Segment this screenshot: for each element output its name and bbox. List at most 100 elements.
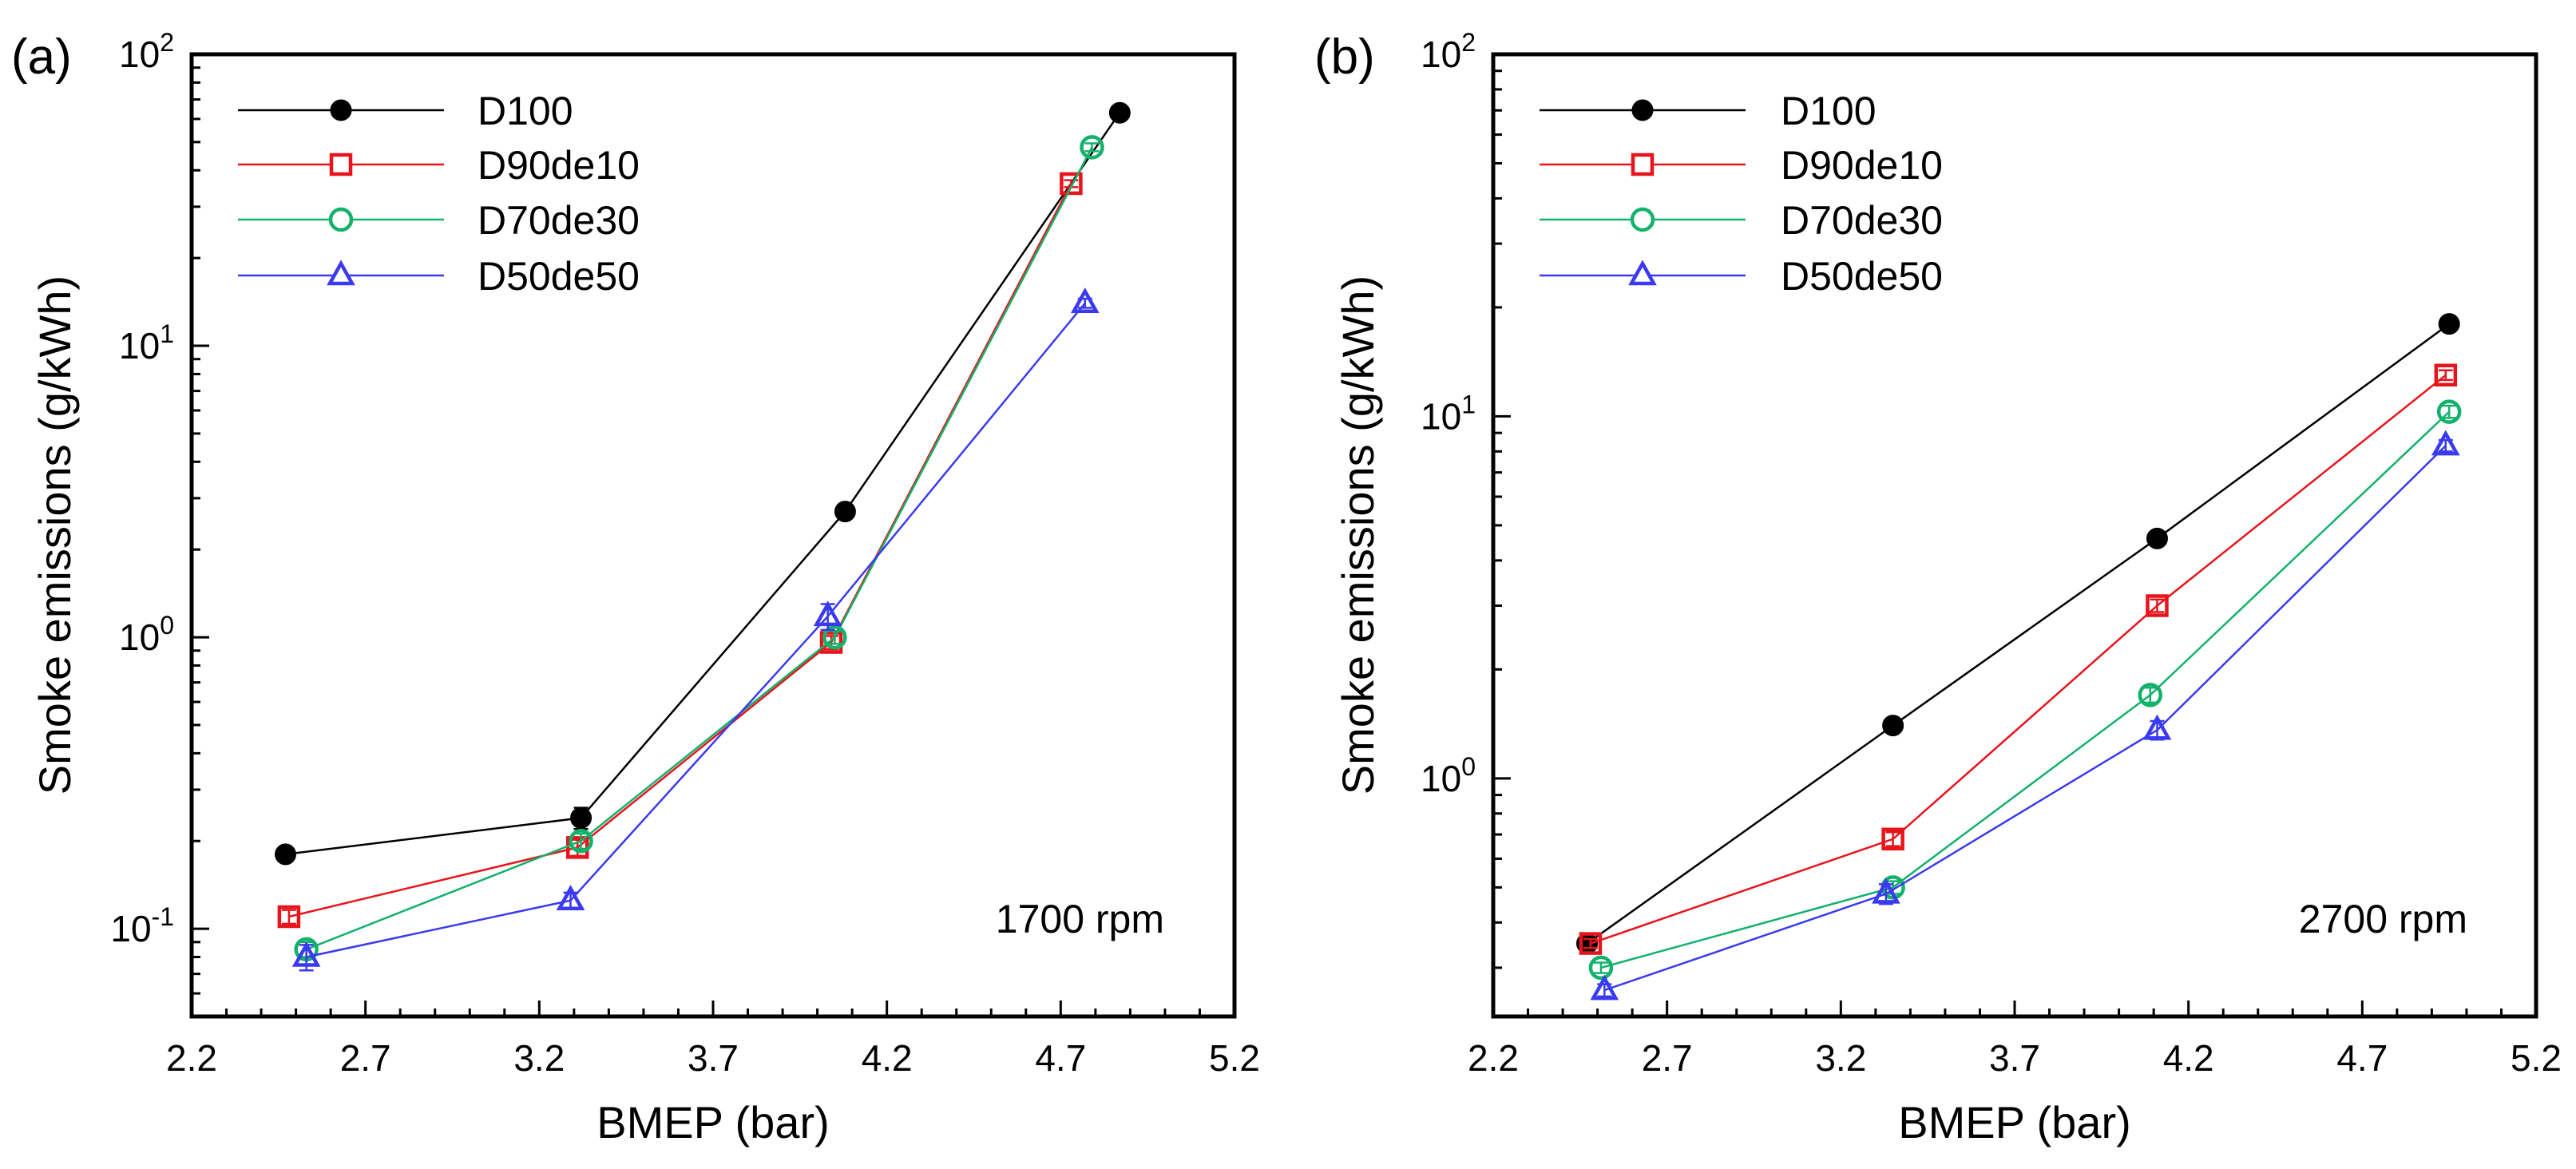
- rpm-annotation: 1700 rpm: [996, 897, 1164, 941]
- x-tick-label: 3.2: [1815, 1037, 1866, 1079]
- series-d50de50: [291, 287, 1100, 972]
- error-bar: [827, 630, 842, 645]
- legend-label: D70de30: [478, 198, 640, 243]
- legend-label: D90de10: [478, 143, 640, 188]
- series-line: [288, 183, 1072, 918]
- x-ticks: 2.2 2.7 3.2 3.7 4.2 4.7 5.2: [1468, 1001, 2562, 1079]
- x-tick-label: 4.2: [2163, 1037, 2214, 1079]
- data-point: [1588, 955, 1614, 981]
- data-point: [556, 885, 585, 910]
- y-tick-label: 10-1: [110, 902, 174, 949]
- series-d100: [275, 101, 1131, 866]
- x-tick-label: 4.7: [2336, 1037, 2388, 1079]
- series-line: [1590, 374, 2447, 945]
- error-bar: [2150, 598, 2165, 613]
- series-line: [1586, 323, 2450, 945]
- x-tick-label: 2.7: [340, 1037, 391, 1079]
- data-point: [1070, 287, 1100, 313]
- series-line: [306, 302, 1086, 958]
- data-point: [819, 631, 843, 654]
- x-tick-label: 2.2: [166, 1037, 217, 1079]
- series-d70de30: [294, 135, 1104, 962]
- data-point: [2438, 313, 2460, 335]
- data-point: [2436, 399, 2462, 424]
- data-point: [822, 624, 847, 650]
- error-bar: [1593, 961, 1608, 974]
- error-bar: [1583, 937, 1598, 949]
- error-bar: [2442, 404, 2457, 419]
- data-point: [277, 905, 301, 929]
- data-point: [1882, 715, 1904, 737]
- error-bar: [281, 909, 296, 925]
- legend-label: D50de50: [1781, 254, 1943, 299]
- series-d100: [1576, 313, 2460, 955]
- series-d50de50: [1590, 430, 2460, 1001]
- x-tick-label: 3.7: [688, 1037, 739, 1079]
- data-point: [2142, 714, 2172, 740]
- legend-label: D50de50: [478, 254, 640, 299]
- panel-label: (a): [11, 30, 72, 85]
- x-tick-label: 5.2: [1209, 1037, 1260, 1079]
- legend-item-d90de10: D90de10: [238, 143, 640, 188]
- data-point: [2431, 430, 2460, 456]
- y-tick-label: 100: [119, 611, 174, 658]
- plot-frame: [189, 52, 1237, 1019]
- panel-label: (b): [1314, 30, 1375, 85]
- data-point: [2434, 363, 2458, 387]
- error-bar: [1885, 831, 1900, 847]
- x-tick-label: 4.2: [862, 1037, 913, 1079]
- rpm-annotation: 2700 rpm: [2299, 897, 2467, 941]
- series-d90de10: [1579, 363, 2458, 955]
- data-point: [834, 501, 856, 523]
- data-point: [1872, 878, 1900, 904]
- y-ticks: 100 101 102: [1421, 28, 1511, 969]
- x-ticks: 2.2 2.7 3.2 3.7 4.2 4.7 5.2: [166, 1001, 1260, 1079]
- series-layer: [1576, 313, 2462, 1001]
- y-ticks: 10-1 100 101 102: [110, 28, 209, 995]
- y-tick-label: 101: [119, 319, 174, 367]
- x-tick-label: 3.7: [1989, 1037, 2040, 1079]
- y-axis-title: Smoke emissions (g/kWh): [30, 275, 80, 795]
- x-tick-label: 3.2: [513, 1037, 565, 1079]
- data-point: [291, 941, 321, 967]
- error-bar: [1084, 142, 1100, 153]
- data-point: [2138, 683, 2163, 707]
- data-point: [1590, 974, 1619, 1001]
- legend-label: D70de30: [1781, 198, 1943, 243]
- series-line: [1603, 445, 2447, 992]
- legend: D100 D90de10 D70de30 D50de50: [1540, 89, 1943, 299]
- legend-label: D100: [478, 89, 573, 133]
- data-point: [1881, 827, 1904, 851]
- legend-item-d70de30: D70de30: [238, 198, 640, 243]
- y-tick-label: 101: [1421, 390, 1476, 437]
- plot-frame: [1491, 52, 2538, 1019]
- data-point: [275, 843, 297, 866]
- panel-a: (a) 2.2 2.7 3.2 3.7 4.2 4.7 5.2 10-1100101102 …: [11, 28, 1260, 1147]
- legend-item-d100: D100: [1540, 89, 1877, 133]
- y-axis-title: Smoke emissions (g/kWh): [1333, 275, 1383, 795]
- y-tick-label: 102: [1421, 28, 1476, 75]
- data-point: [1080, 135, 1104, 160]
- series-line: [285, 112, 1121, 856]
- legend-item-d100: D100: [238, 89, 573, 133]
- error-bar: [2438, 369, 2453, 382]
- x-axis-title: BMEP (bar): [1898, 1097, 2130, 1147]
- x-tick-label: 5.2: [2511, 1037, 2562, 1079]
- y-tick-label: 100: [1421, 752, 1476, 799]
- series-line: [306, 146, 1093, 951]
- legend-item-d70de30: D70de30: [1540, 198, 1943, 243]
- x-tick-label: 2.2: [1468, 1037, 1519, 1079]
- legend-item-d90de10: D90de10: [1540, 143, 1943, 188]
- data-point: [569, 828, 593, 854]
- legend: D100 D90de10 D70de30 D50de50: [238, 89, 640, 299]
- panel-b: (b) 2.2 2.7 3.2 3.7 4.2 4.7 5.2 100 101 102 BMEP…: [1314, 28, 2562, 1147]
- series-layer: [275, 101, 1131, 972]
- legend-label: D100: [1781, 89, 1877, 133]
- x-axis-title: BMEP (bar): [596, 1097, 829, 1147]
- legend-label: D90de10: [1781, 143, 1943, 188]
- data-point: [813, 600, 842, 627]
- data-point: [1060, 172, 1083, 196]
- legend-item-d50de50: D50de50: [1540, 254, 1943, 299]
